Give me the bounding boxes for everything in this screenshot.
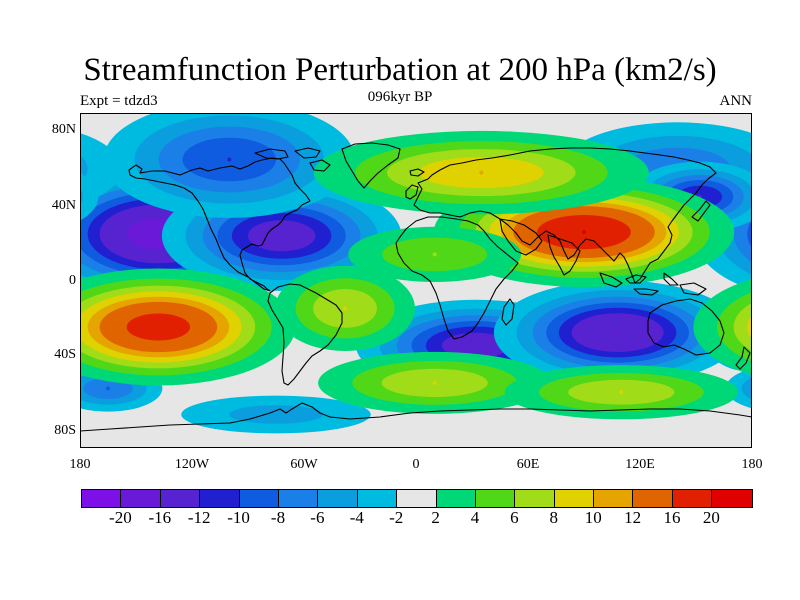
anomaly-arctic-canada-low: [103, 113, 355, 218]
contour-band: [432, 252, 437, 257]
contour-band: [733, 302, 752, 352]
map-svg: [80, 113, 752, 434]
colorbar-label: -4: [349, 508, 364, 527]
map-plot-area: [80, 113, 752, 448]
colorbar-box: [200, 490, 240, 507]
anomaly-indian-ocean-low: [493, 280, 742, 385]
colorbar-label: -12: [187, 508, 211, 527]
lon-tick-0: 0: [412, 457, 420, 472]
anomaly-eurasian-high: [313, 130, 649, 215]
colorbar-box: [160, 490, 201, 507]
colorbar-label: 6: [510, 508, 519, 527]
anomaly-north-atlantic-low: [161, 180, 402, 291]
colorbar-box: [278, 490, 319, 507]
coastline-arctic-islands: [254, 147, 331, 172]
plot-subtitle: 096kyr BP: [367, 89, 433, 105]
lat-tick-40n: 40N: [51, 198, 76, 213]
coastline-new-zealand: [735, 346, 751, 370]
coastline-south-america: [267, 283, 343, 386]
coastline-europe-asia: [413, 147, 717, 284]
contour-band: [227, 157, 232, 162]
colorbar-label: -16: [148, 508, 172, 527]
colorbar-label: -8: [270, 508, 286, 527]
colorbar-box: [239, 490, 279, 507]
lon-tick-60w: 60W: [290, 457, 318, 472]
anomaly-atlantic-africa-high: [348, 226, 522, 282]
lat-tick-80n: 80N: [51, 122, 76, 137]
plot-title: Streamfunction Perturbation at 200 hPa (…: [83, 52, 717, 88]
colorbar-label: -20: [109, 508, 132, 527]
coastline-greenland-iceland: [409, 168, 425, 177]
contour-band: [582, 230, 586, 235]
anomaly-south-america-high: [275, 265, 415, 351]
lon-tick-120e: 120E: [625, 457, 655, 472]
coastline-india: [547, 234, 581, 276]
contour-band: [343, 306, 348, 311]
coastline-arabia: [499, 218, 543, 256]
colorbar-label: 2: [431, 508, 440, 527]
anomaly-south-pacific-high: [80, 268, 752, 386]
colorbar-legend: [81, 489, 753, 508]
coastline-africa: [395, 216, 519, 340]
colorbar-box: [475, 490, 516, 507]
contour-band: [432, 380, 437, 385]
coastline-greenland: [341, 142, 401, 189]
colorbar-box: [436, 490, 476, 507]
colorbar-box: [82, 490, 122, 507]
colorbar-box: [397, 490, 437, 507]
coastline-north-america: [128, 157, 311, 292]
colorbar-label: 4: [470, 508, 480, 527]
coastline-australia: [647, 298, 725, 356]
season-label: ANN: [719, 93, 753, 109]
streamfunction-field: [80, 113, 752, 434]
coastline-japan: [691, 200, 711, 222]
lon-tick-180w: 180: [69, 457, 91, 472]
anomaly-southern-ocean-high-indian: [504, 365, 738, 420]
contour-band: [479, 170, 484, 175]
colorbar-box: [633, 490, 673, 507]
anomaly-southern-ocean-high-atlantic: [318, 351, 552, 414]
colorbar-box: [554, 490, 595, 507]
coastline-madagascar: [501, 298, 515, 326]
colorbar-label: -2: [389, 508, 404, 527]
contour-band: [619, 390, 624, 395]
contour-band: [106, 386, 110, 391]
colorbar-box: [712, 490, 752, 507]
lat-tick-40s: 40S: [54, 347, 76, 362]
colorbar-box: [318, 490, 358, 507]
lat-tick-80s: 80S: [54, 423, 76, 438]
coastline-antarctica: [80, 402, 752, 432]
coastlines: [80, 142, 752, 432]
contour-band: [229, 405, 323, 424]
contour-band: [741, 377, 752, 400]
contour-band: [615, 330, 620, 335]
lon-tick-60e: 60E: [516, 457, 540, 472]
contour-band: [747, 315, 752, 339]
colorbar-box: [672, 490, 713, 507]
colorbar-label: 8: [549, 508, 559, 527]
colorbar-label: 20: [702, 508, 720, 527]
contour-band: [747, 220, 752, 248]
colorbar-label: -10: [227, 508, 250, 527]
anomaly-antarctic-low: [181, 395, 371, 434]
colorbar-label: 16: [663, 508, 681, 527]
colorbar-label: -6: [310, 508, 325, 527]
contour-band: [80, 173, 99, 221]
experiment-label: Expt = tdzd3: [80, 93, 158, 109]
lon-tick-180e: 180: [741, 457, 763, 472]
contour-band: [247, 220, 316, 252]
colorbar-box: [357, 490, 398, 507]
coastline-british-isles: [405, 184, 419, 200]
lon-tick-120w: 120W: [174, 457, 210, 472]
coastline-indonesia: [599, 272, 707, 296]
colorbar-box: [515, 490, 555, 507]
contour-band: [126, 313, 191, 341]
contour-band: [442, 332, 510, 359]
colorbar-box: [121, 490, 161, 507]
colorbar-label: 12: [624, 508, 642, 527]
colorbar-label: 10: [584, 508, 602, 527]
colorbar-box: [594, 490, 634, 507]
lat-tick-0: 0: [69, 273, 76, 288]
